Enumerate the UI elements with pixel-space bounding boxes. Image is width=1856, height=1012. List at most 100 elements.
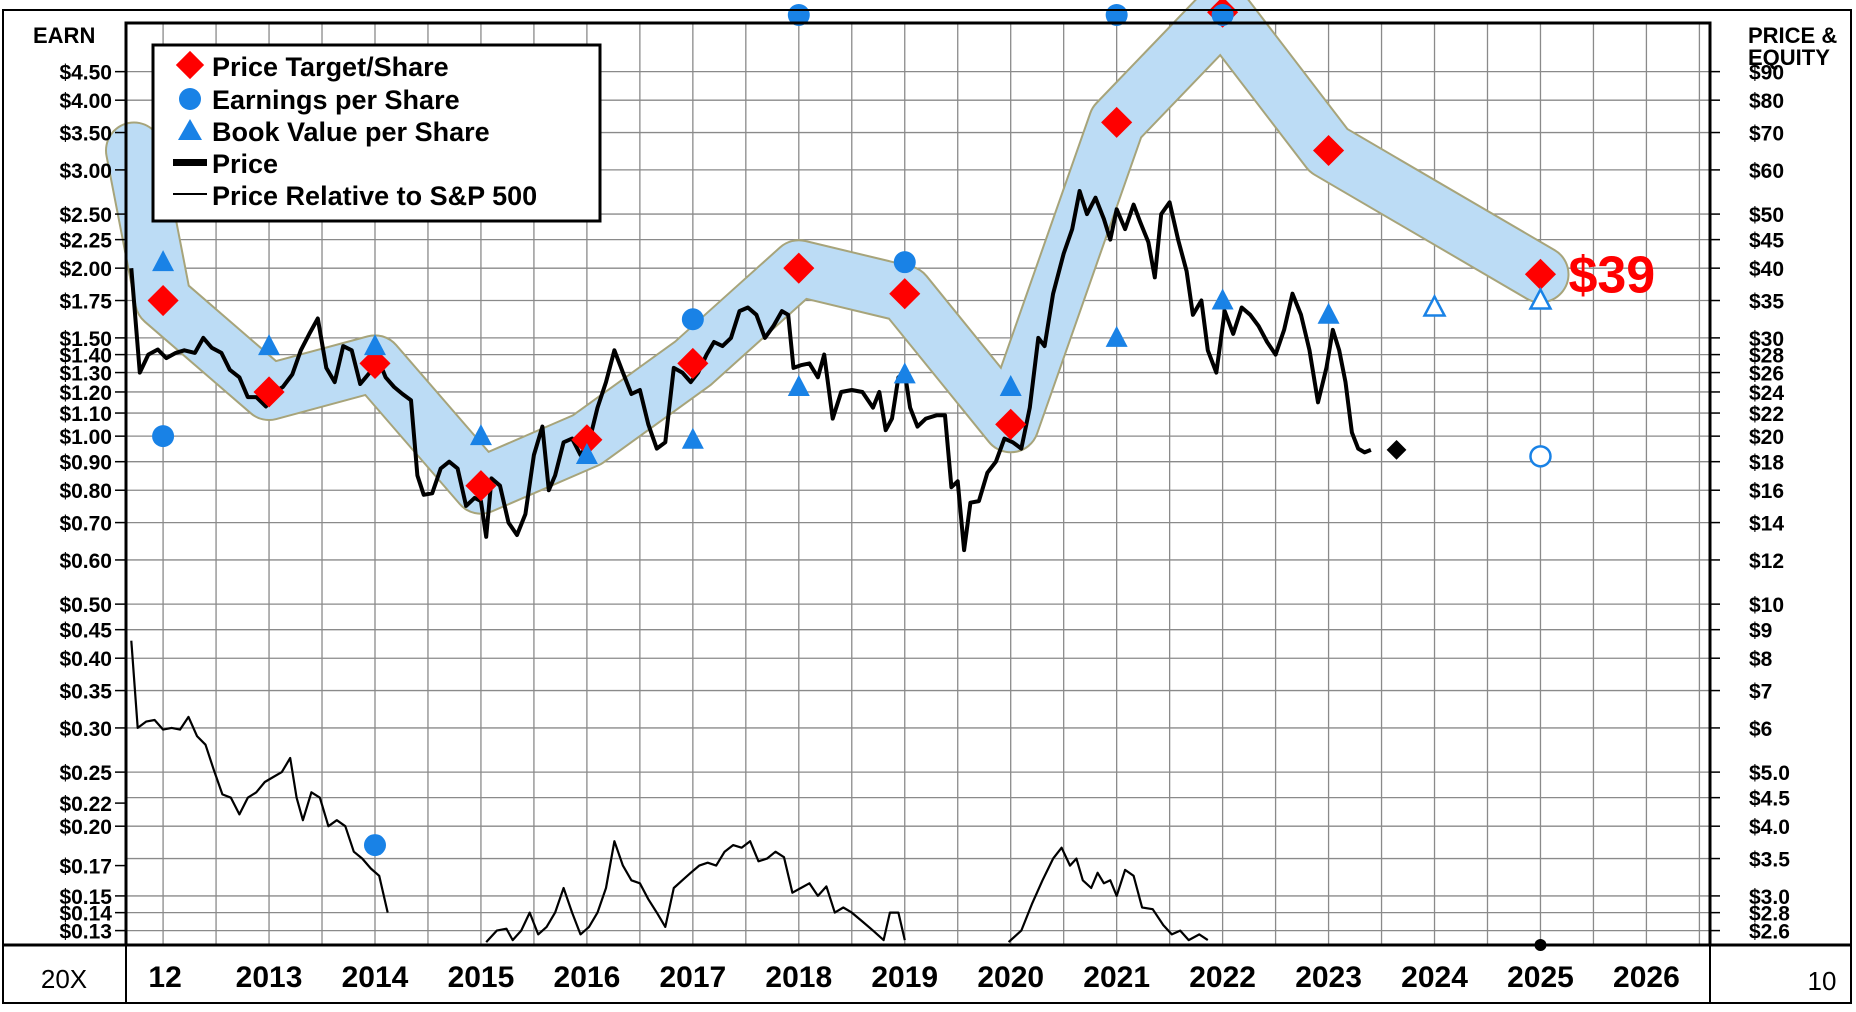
left-tick-label: $1.30 <box>59 363 112 386</box>
x-tick-label: 2018 <box>765 961 832 994</box>
target-band <box>105 0 1570 515</box>
right-tick-label: $7 <box>1749 681 1772 704</box>
x-tick-label: 2026 <box>1613 961 1680 994</box>
price-target-marker <box>677 347 709 379</box>
price-target-marker <box>253 376 285 408</box>
x-tick-label: 2025 <box>1507 961 1574 994</box>
left-tick-label: $0.40 <box>59 648 112 671</box>
left-tick-label: $1.40 <box>59 345 112 368</box>
bvps-marker <box>258 334 281 356</box>
right-tick-label: $50 <box>1749 204 1784 227</box>
last-price-marker <box>1386 439 1407 460</box>
left-tick-label: $0.60 <box>59 550 112 573</box>
right-tick-label: $60 <box>1749 160 1784 183</box>
left-axis: $4.50 $4.00 $3.50 $3.00 $2.50 $2.25 $2.00 $1.75… <box>59 62 126 944</box>
left-tick-label: $1.75 <box>59 291 112 314</box>
x-tick-label: 2015 <box>448 961 515 994</box>
right-tick-label: $10 <box>1749 594 1784 617</box>
left-tick-label: $1.20 <box>59 382 112 405</box>
right-tick-label: $18 <box>1749 452 1784 475</box>
bvps-marker <box>575 443 598 465</box>
legend-bvps-label: Book Value per Share <box>212 117 490 147</box>
price-line <box>129 189 1372 553</box>
bvps-marker <box>363 334 386 356</box>
legend: Price Target/Share Earnings per Share Bo… <box>151 43 602 223</box>
right-tick-label: $3.0 <box>1749 886 1790 909</box>
right-tick-label: $40 <box>1749 258 1784 281</box>
left-tick-label: $0.22 <box>59 793 112 816</box>
right-tick-label: $2.8 <box>1749 903 1790 926</box>
x-tick-label: 2013 <box>236 961 303 994</box>
x-tick-label: 12 <box>148 961 181 994</box>
right-tick-label: $20 <box>1749 426 1784 449</box>
right-tick-label: $3.5 <box>1749 849 1790 872</box>
left-tick-label: $1.50 <box>59 328 112 351</box>
left-tick-label: $0.45 <box>59 620 112 643</box>
legend-price-label: Price <box>212 149 278 179</box>
left-tick-label: $0.80 <box>59 480 112 503</box>
left-tick-label: $2.00 <box>59 258 112 281</box>
x-tick-label: 2020 <box>977 961 1044 994</box>
bvps-marker <box>1317 302 1340 324</box>
left-tick-label: $0.17 <box>59 856 112 879</box>
left-tick-label: $1.10 <box>59 403 112 426</box>
left-tick-label: $0.14 <box>59 903 112 926</box>
eps-marker <box>893 251 916 274</box>
relative-series <box>130 640 1209 943</box>
eps-estimate-marker <box>1529 445 1552 468</box>
bvps-marker <box>999 374 1022 396</box>
price-target-marker <box>147 284 179 317</box>
left-axis-title: EARN <box>33 23 95 48</box>
bvps-marker <box>893 362 916 384</box>
right-tick-label: $12 <box>1749 550 1784 573</box>
legend-relative-label: Price Relative to S&P 500 <box>212 181 537 211</box>
price-target-marker <box>359 347 391 379</box>
x-tick-label: 2022 <box>1189 961 1256 994</box>
right-tick-label: $80 <box>1749 90 1784 113</box>
left-tick-label: $0.35 <box>59 681 112 704</box>
right-tick-label: $4.5 <box>1749 788 1790 811</box>
x-axis: 12 2013 2014 2015 2016 2017 2018 2019 2020 2021 20… <box>148 961 1679 994</box>
left-tick-label: $2.50 <box>59 204 112 227</box>
eps-marker <box>363 834 386 857</box>
left-tick-label: $0.15 <box>59 886 112 909</box>
left-tick-label: $0.50 <box>59 594 112 617</box>
right-tick-label: $30 <box>1749 328 1784 351</box>
right-tick-label: $45 <box>1749 230 1784 253</box>
right-axis-title-line2: EQUITY <box>1748 45 1830 70</box>
price-series <box>129 189 1372 553</box>
eps-marker <box>152 425 175 448</box>
right-tick-label: $14 <box>1749 513 1784 536</box>
right-tick-label: $28 <box>1749 345 1784 368</box>
bottom-left-label: 20X <box>41 964 87 994</box>
legend-target-label: Price Target/Share <box>212 52 449 82</box>
bottom-right-label: 10 <box>1808 966 1837 996</box>
right-tick-label: $22 <box>1749 403 1784 426</box>
left-tick-label: $0.20 <box>59 816 112 839</box>
right-tick-label: $90 <box>1749 62 1784 85</box>
bvps-marker <box>1105 325 1128 347</box>
left-tick-label: $0.25 <box>59 762 112 785</box>
price-target-marker <box>889 278 921 310</box>
left-tick-label: $1.00 <box>59 426 112 449</box>
left-tick-label: $4.50 <box>59 62 112 85</box>
relative-line <box>1007 846 1209 943</box>
x-tick-label: 2019 <box>871 961 938 994</box>
x-tick-label: 2014 <box>342 961 409 994</box>
x-tick-label: 2024 <box>1401 961 1468 994</box>
left-tick-label: $2.25 <box>59 230 112 253</box>
x-tick-label: 2017 <box>659 961 726 994</box>
price-target-marker <box>995 408 1027 440</box>
left-tick-label: $0.90 <box>59 452 112 475</box>
left-tick-label: $0.13 <box>59 921 112 944</box>
right-tick-label: $9 <box>1749 620 1772 643</box>
bvps-marker <box>681 427 704 449</box>
left-tick-label: $0.70 <box>59 513 112 536</box>
right-tick-label: $26 <box>1749 363 1784 386</box>
outer-frame <box>2 9 1852 1004</box>
legend-eps-label: Earnings per Share <box>212 85 460 115</box>
price-target-marker <box>783 252 815 284</box>
right-axis: $90$80$70$60$50$45$40$35$30$28$26$24$22$… <box>1710 62 1790 944</box>
relative-line <box>130 640 389 913</box>
target-band-fill <box>107 0 1568 513</box>
